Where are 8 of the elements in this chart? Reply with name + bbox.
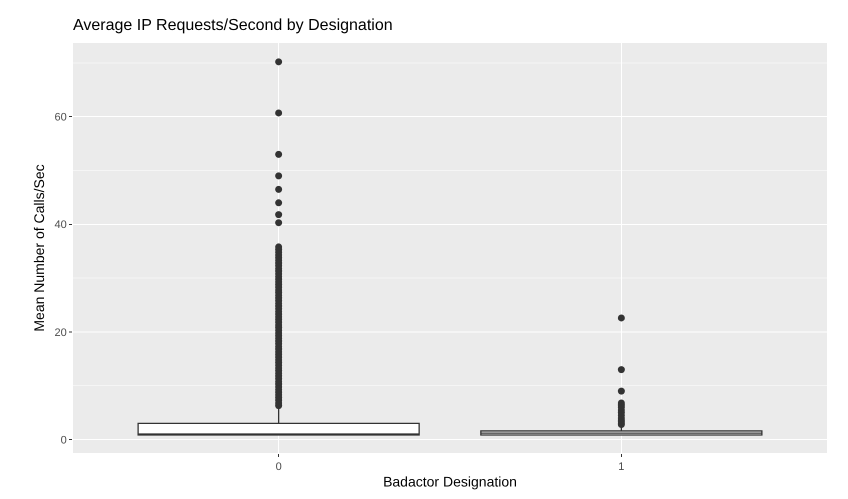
x-axis-title: Badactor Designation: [383, 474, 517, 490]
y-tick-label: 0: [60, 434, 67, 446]
y-axis-title: Mean Number of Calls/Sec: [31, 164, 48, 332]
x-tick-label: 1: [618, 461, 624, 474]
chart-title: Average IP Requests/Second by Designation: [73, 17, 393, 34]
y-tick-label: 40: [54, 219, 67, 232]
y-tick-label: 60: [54, 112, 67, 124]
y-tick-label: 20: [54, 326, 67, 339]
